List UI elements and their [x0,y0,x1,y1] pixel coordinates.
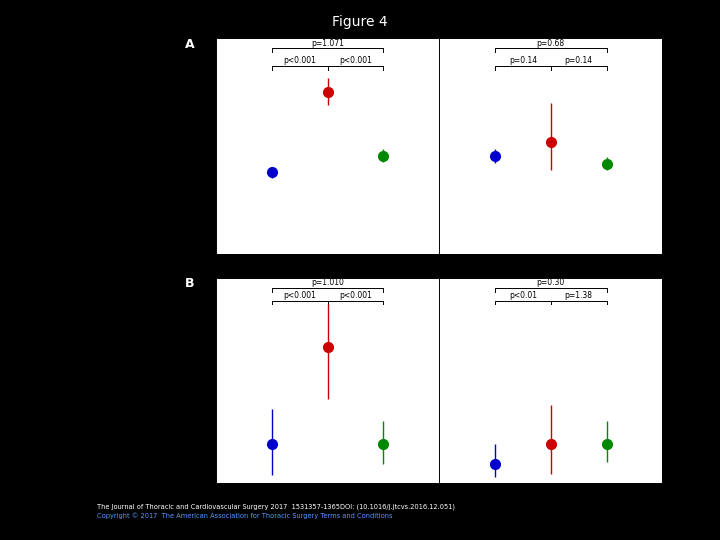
Bar [16,492,71,517]
Text: p<0.001: p<0.001 [283,291,316,300]
Text: p<0.001: p<0.001 [283,56,316,65]
Text: RA: RA [321,524,334,535]
Text: p<0.001: p<0.001 [339,56,372,65]
Text: Copyright © 2017  The American Association for Thoracic Surgery Terms and Condit: Copyright © 2017 The American Associatio… [97,512,392,518]
Text: ELSEVIER: ELSEVIER [26,524,60,529]
Text: p=1.071: p=1.071 [311,38,344,48]
Text: A: A [185,38,194,51]
Text: B: B [185,277,194,290]
Text: p=0.14: p=0.14 [564,56,593,65]
Text: p=0.68: p=0.68 [536,38,565,48]
Y-axis label: Myeloperoxidase activity
(Δ OD/min/mg protein): Myeloperoxidase activity (Δ OD/min/mg pr… [180,328,199,433]
Text: p=1.010: p=1.010 [311,278,344,287]
Text: LA: LA [544,297,557,307]
Text: p=0.30: p=0.30 [536,278,565,287]
Text: p=1.38: p=1.38 [564,291,593,300]
Text: p<0.001: p<0.001 [339,291,372,300]
Text: RA: RA [321,297,334,307]
Y-axis label: Inhomogeneity Index: Inhomogeneity Index [185,101,194,191]
Text: The Journal of Thoracic and Cardiovascular Surgery 2017  1531357-1365DOI: (10.10: The Journal of Thoracic and Cardiovascul… [97,503,455,510]
Text: Figure 4: Figure 4 [332,15,388,29]
Text: p<0.01: p<0.01 [509,291,537,300]
Text: p=0.14: p=0.14 [509,56,537,65]
Text: LA: LA [544,524,557,535]
